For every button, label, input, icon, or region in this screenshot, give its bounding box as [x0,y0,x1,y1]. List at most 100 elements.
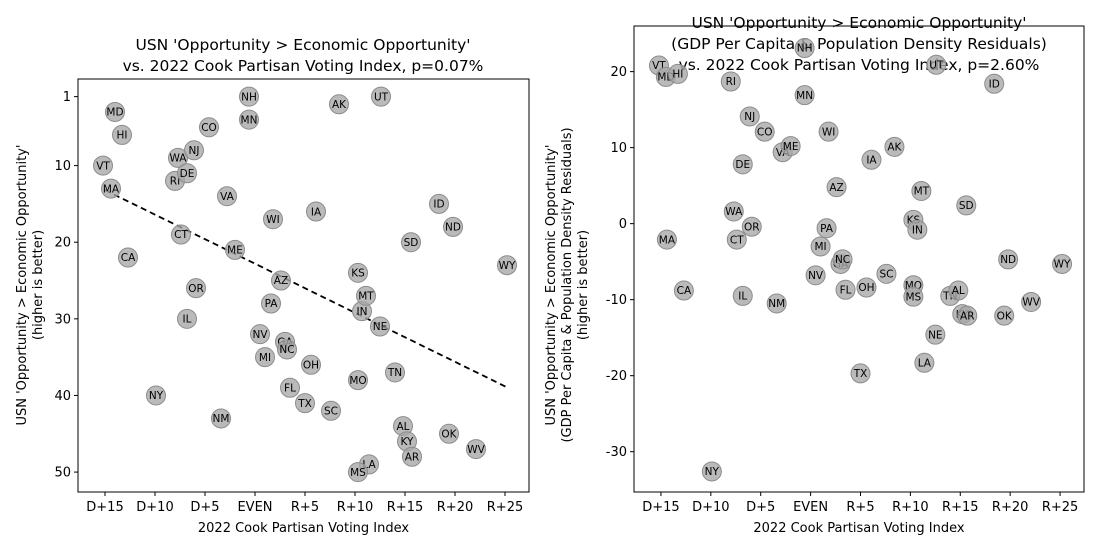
data-point-label: IN [912,224,923,236]
data-point-me: ME [780,136,801,157]
data-point-marker [723,201,744,222]
data-point-label: FL [284,382,296,394]
data-point-sd: SD [401,232,421,253]
data-point-label: PA [265,298,279,310]
data-point-vt: VT [93,155,113,176]
data-point-marker [957,305,978,326]
data-point-marker [497,255,517,276]
data-point-label: IA [866,154,877,166]
data-point-marker [998,249,1019,270]
x-tick-label: R+10 [892,500,928,515]
data-point-label: AL [396,421,409,433]
data-point-ok: OK [994,305,1015,326]
data-point-mn: MN [794,85,815,106]
data-point-label: IL [183,314,192,326]
data-point-marker [177,308,197,329]
data-point-label: MO [349,375,366,387]
y-tick-label: -20 [606,369,627,384]
data-point-marker [810,236,831,257]
x-tick-label: R+5 [846,500,874,515]
data-point-marker [1021,291,1042,312]
chart-title-line: USN 'Opportunity > Economic Opportunity' [691,14,1026,32]
data-point-mi: MI [255,347,275,368]
data-point-marker [211,408,231,429]
x-tick-label: R+15 [387,500,423,515]
data-point-marker [112,124,132,145]
data-point-marker [348,262,368,283]
data-point-marker [225,239,245,260]
data-point-ma: MA [656,229,677,250]
data-point-oh: OH [856,277,877,298]
chart-title-line: vs. 2022 Cook Partisan Voting Index, p=2… [679,56,1040,74]
data-point-label: FL [840,284,852,296]
y-tick-label: 30 [54,312,71,327]
y-tick-label: 40 [54,389,71,404]
data-point-label: MS [906,291,922,303]
data-point-tx: TX [850,363,871,384]
y-tick-label: 20 [54,236,71,251]
data-point-marker [255,347,275,368]
data-point-marker [1052,253,1073,274]
data-point-tx: TX [295,393,315,414]
data-point-az: AZ [826,177,847,198]
data-point-sd: SD [956,195,977,216]
data-point-wv: WV [1021,291,1042,312]
data-point-mt: MT [356,285,376,306]
data-point-label: NM [768,298,785,310]
data-point-marker [329,94,349,115]
data-point-marker [277,339,297,360]
data-point-label: ND [1000,254,1016,266]
y-tick-label: -30 [606,445,627,460]
data-point-label: ID [989,78,1000,90]
chart-title-line: USN 'Opportunity > Economic Opportunity' [135,36,470,54]
data-point-label: NY [149,390,164,402]
data-point-marker [401,232,421,253]
data-point-de: DE [732,154,753,175]
trend-line [104,189,509,389]
data-point-in: IN [907,219,928,240]
y-axis-label-line: (higher is better) [576,230,591,340]
data-point-label: NC [279,344,294,356]
x-tick-label: R+5 [291,500,319,515]
data-point-marker [217,186,237,207]
data-point-il: IL [177,308,197,329]
data-point-sc: SC [876,263,897,284]
data-point-label: ME [227,245,243,257]
data-point-marker [186,278,206,299]
plot-frame [633,25,1085,493]
data-point-ks: KS [348,262,368,283]
data-point-ia: IA [306,201,326,222]
data-point-label: ND [445,222,461,234]
data-point-label: OR [188,283,204,295]
data-point-marker [794,85,815,106]
x-tick-label: EVEN [793,500,828,515]
data-point-marker [956,195,977,216]
data-point-wi: WI [818,121,839,142]
data-point-marker [861,149,882,170]
y-tick-label: 50 [54,466,71,481]
data-point-nm: NM [766,293,787,314]
data-point-marker [171,224,191,245]
data-point-mt: MT [911,180,932,201]
data-point-label: CT [730,234,744,246]
data-point-marker [250,324,270,345]
data-point-id: ID [429,193,449,214]
y-tick-label: 1 [63,90,71,105]
data-point-marker [118,247,138,268]
data-point-label: KY [401,436,415,448]
x-tick-label: R+10 [337,500,373,515]
data-point-marker [754,121,775,142]
data-point-ia: IA [861,149,882,170]
data-point-mo: MO [348,370,368,391]
data-point-marker [903,286,924,307]
data-point-label: IN [357,306,368,318]
data-point-pa: PA [816,218,837,239]
data-point-label: CO [201,122,217,134]
data-point-label: AZ [829,182,843,194]
data-point-marker [832,249,853,270]
data-point-marker [926,54,947,75]
x-tick-label: R+20 [992,500,1028,515]
data-point-label: OH [303,360,319,372]
data-point-marker [348,370,368,391]
